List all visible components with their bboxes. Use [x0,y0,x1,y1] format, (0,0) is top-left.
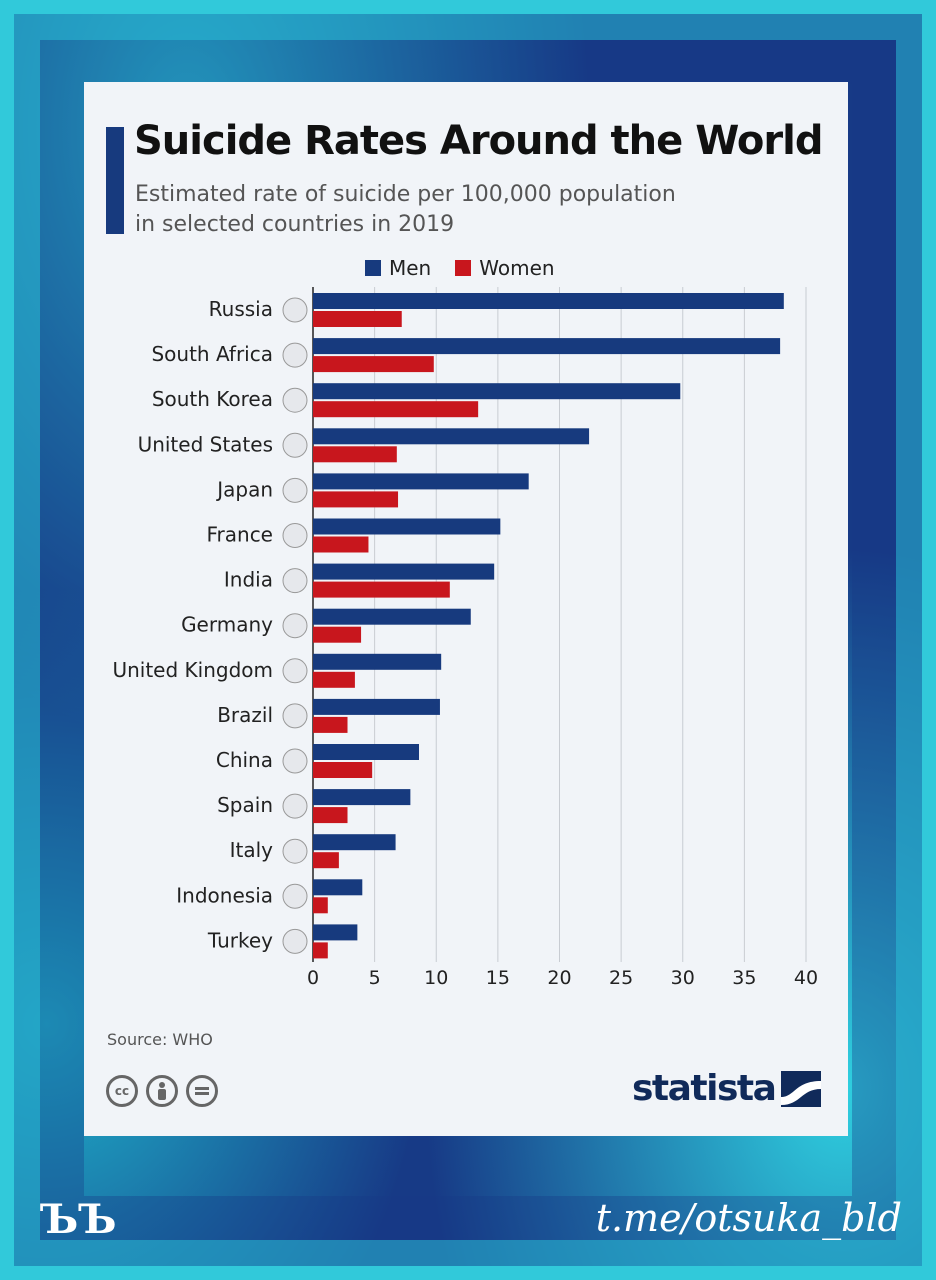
chart-title: Suicide Rates Around the World [134,118,823,164]
statista-mark-icon [781,1070,822,1107]
category-label: South Africa [151,342,273,366]
bar-men [313,834,396,851]
flag-icon [282,748,308,774]
bar-women [313,671,355,688]
category-label: Russia [209,297,273,321]
bar-men [313,698,440,715]
legend-label-men: Men [389,256,432,280]
bar-men [313,518,501,535]
no-derivatives-icon [186,1075,218,1107]
flag-icon [282,387,308,413]
bar-women [313,716,348,733]
bar-men [313,608,471,625]
category-label: United Kingdom [112,658,273,682]
flag-icon [282,477,308,503]
x-tick-label: 20 [547,967,571,989]
category-label: Brazil [217,703,273,727]
subtitle-line-1: Estimated rate of suicide per 100,000 po… [135,182,676,207]
x-tick-label: 15 [486,967,510,989]
flag-icon [282,793,308,819]
flag-icon [282,703,308,729]
category-label: Germany [181,613,273,637]
legend-swatch-women [455,260,472,276]
bar-women [313,446,397,463]
brand-name: statista [632,1068,777,1109]
bar-men [313,428,590,445]
x-tick-label: 30 [671,967,695,989]
bar-women [313,356,434,373]
flag-icon [282,432,308,458]
bar-women [313,536,369,553]
flag-icon [282,297,308,323]
category-label: Italy [230,838,274,862]
bar-women [313,942,328,959]
x-tick-label: 35 [732,967,756,989]
bar-men [313,789,411,806]
bar-men [313,653,442,670]
x-tick-label: 5 [369,967,381,989]
legend-item-men: Men [365,256,431,280]
bar-chart: 0 5 10 15 20 25 30 35 40 Russia South Africa South … [112,287,818,989]
watermark-handle: t.me/otsuka_bld [595,1196,902,1240]
category-label: Japan [215,477,273,501]
title-accent-bar [106,127,124,234]
source-note: Source: WHO [107,1030,213,1049]
bar-women [313,807,348,824]
flag-icon [282,838,308,864]
category-label: Indonesia [176,883,273,907]
legend-item-women: Women [455,256,555,280]
flag-icon [282,523,308,548]
category-label: Turkey [207,928,273,952]
bar-women [313,897,328,914]
category-label: Spain [217,793,273,817]
statista-logo: statista [632,1068,822,1109]
x-tick-label: 25 [609,967,633,989]
x-tick-label: 10 [424,967,448,989]
bar-women [313,852,339,869]
bar-women [313,626,362,643]
legend-swatch-men [365,260,381,276]
bar-women [313,581,450,598]
bar-women [313,311,402,327]
bar-women [313,401,479,418]
watermark-logo: ЪЪ [40,1196,117,1243]
flag-icon [282,342,308,368]
bar-men [313,293,784,309]
bar-men [313,879,363,896]
flag-icon [282,568,308,594]
flag-icon [282,613,308,639]
category-label: France [206,523,273,547]
bar-men [313,383,681,400]
bar-men [313,563,495,580]
cc-icon: cc [106,1075,138,1107]
bar-women [313,762,373,778]
subtitle-line-2: in selected countries in 2019 [135,212,455,237]
bar-men [313,473,529,490]
x-tick-label: 0 [307,967,319,989]
category-label: China [216,748,273,772]
flag-icon [282,658,308,684]
license-icons: cc [106,1075,218,1107]
flag-icon [282,928,308,954]
bar-men [313,338,781,355]
category-label: India [224,568,273,592]
category-label: United States [138,432,273,456]
chart-subtitle: Estimated rate of suicide per 100,000 po… [135,180,755,240]
attribution-icon [146,1075,178,1107]
x-tick-label: 40 [794,967,818,989]
legend-label-women: Women [479,256,555,280]
chart-legend: Men Women [365,254,569,282]
bar-men [313,744,419,760]
bar-women [313,491,399,508]
category-label: South Korea [152,387,273,411]
flag-icon [282,883,308,909]
bar-men [313,924,358,941]
